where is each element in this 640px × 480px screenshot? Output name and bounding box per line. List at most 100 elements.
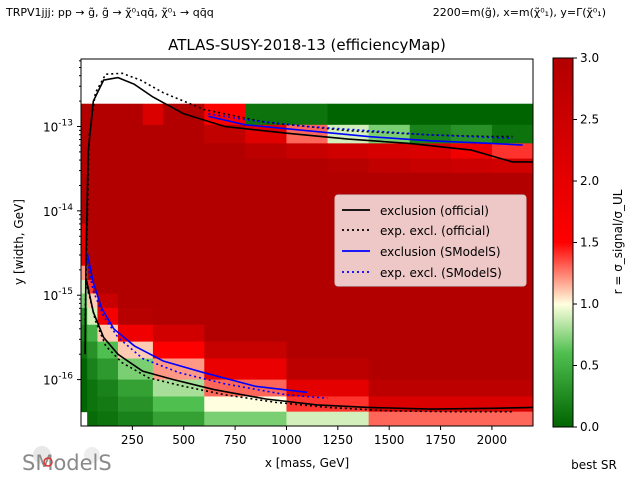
heatmap-cell [87,293,98,309]
x-tick-label: 250 [121,433,144,447]
colorbar-tick-label: 0.5 [580,359,599,373]
heatmap-cell [368,143,411,160]
heatmap-cell [204,124,246,144]
heatmap-cell [87,341,98,360]
legend: exclusion (official) exp. excl. (officia… [334,194,527,287]
heatmap [81,103,533,426]
heatmap-cell [286,411,370,426]
heatmap-cell [117,396,154,413]
heatmap-cell [368,358,533,381]
heatmap-cell [81,324,88,343]
heatmap-cell [152,324,205,343]
heatmap-cell [97,358,119,381]
heatmap-cell [87,396,98,413]
heatmap-cell [81,396,88,413]
heatmap-cell [81,265,88,281]
series-line [84,72,513,321]
series-line [208,115,523,146]
header-left: TRPV1jjj: pp → g̃, g̃ → χ̃⁰₁qq̄, χ̃⁰₁ → … [5,6,214,19]
heatmap-cell [204,103,246,126]
colorbar [552,57,574,428]
heatmap-cell [117,379,154,397]
best-sr-label: best SR [571,458,617,472]
y-tick-label: 10-14 [43,203,73,219]
heatmap-cell [87,280,94,295]
heatmap-cell [117,411,154,426]
y-tick-label: 10-15 [43,287,73,303]
heatmap-cell [286,379,370,397]
heatmap-cell [491,124,533,144]
series-line [84,76,533,355]
heatmap-cell [81,293,88,309]
colorbar-tick-label: 0.0 [580,420,599,434]
heatmap-cell [163,103,185,126]
heatmap-cell [327,158,370,174]
x-axis: 250 500 750 1000 1250 1500 1750 2000 [121,426,507,447]
heatmap-cell [97,293,119,309]
x-tick-label: 2000 [477,433,508,447]
curves [84,72,533,413]
heatmap-cell [204,324,533,343]
heatmap-cell [491,158,533,174]
series-line [85,278,533,410]
heatmap-cell [81,358,88,381]
heatmap-cell [368,411,533,426]
logo-text: SModelS [22,451,112,475]
y-tick-label: 10-13 [43,118,73,134]
x-tick-label: 500 [172,433,195,447]
heatmap-cell [368,379,533,397]
heatmap-cell [87,379,98,397]
heatmap-cell [368,396,533,413]
heatmap-cell [286,341,533,360]
heatmap-cell [183,103,205,126]
heatmap-cell [97,379,119,397]
colorbar-tick-label: 3.0 [580,51,599,65]
heatmap-cell [286,103,329,126]
heatmap-cell [97,411,119,426]
heatmap-cell [152,341,205,360]
heatmap-cell [117,293,533,309]
heatmap-cell [97,396,119,413]
heatmap-cell [97,341,119,360]
heatmap-cell [286,358,370,381]
logo-blob [33,446,51,464]
legend-label: exclusion (SModelS) [380,245,501,259]
heatmap-cell [327,143,370,160]
heatmap-cell [245,143,287,160]
heatmap-cell [81,341,88,360]
heatmap-cell [81,307,88,326]
heatmap-cell [81,280,88,295]
legend-label: exp. excl. (official) [380,224,490,238]
heatmap-cell [97,324,119,343]
colorbar-label: r = σ_signal/σ_UL [611,189,625,294]
x-tick-label: 1750 [425,433,456,447]
heatmap-cell [368,158,411,174]
x-tick-label: 750 [224,433,247,447]
heatmap-cell [111,103,144,126]
colorbar-tick-label: 2.5 [580,113,599,127]
heatmap-cell [286,143,329,160]
heatmap-cell [409,124,452,144]
heatmap-cell [152,411,205,426]
y-axis-label: y [width, GeV] [12,199,26,285]
heatmap-cell [450,124,493,144]
heatmap-cell [87,358,98,381]
smodels-logo: SModelS [22,446,112,475]
x-tick-label: 1000 [271,433,302,447]
heatmap-cell [142,103,164,126]
y-axis: 10-13 10-14 10-15 10-16 [43,60,81,388]
legend-box [334,194,527,287]
series-line [86,252,308,394]
heatmap-cell [81,223,88,267]
heatmap-cell [87,411,98,426]
series-line [86,261,328,399]
heatmap-cell [204,358,287,381]
x-axis-label: x [mass, GeV] [265,456,349,470]
colorbar-axis: 0.0 0.5 1.0 1.5 2.0 2.5 3.0 [573,51,599,434]
series-line [208,113,513,140]
plot-frame [80,58,534,427]
heatmap-cell [204,143,246,160]
colorbar-tick-label: 2.0 [580,174,599,188]
heatmap-cell [152,358,205,381]
